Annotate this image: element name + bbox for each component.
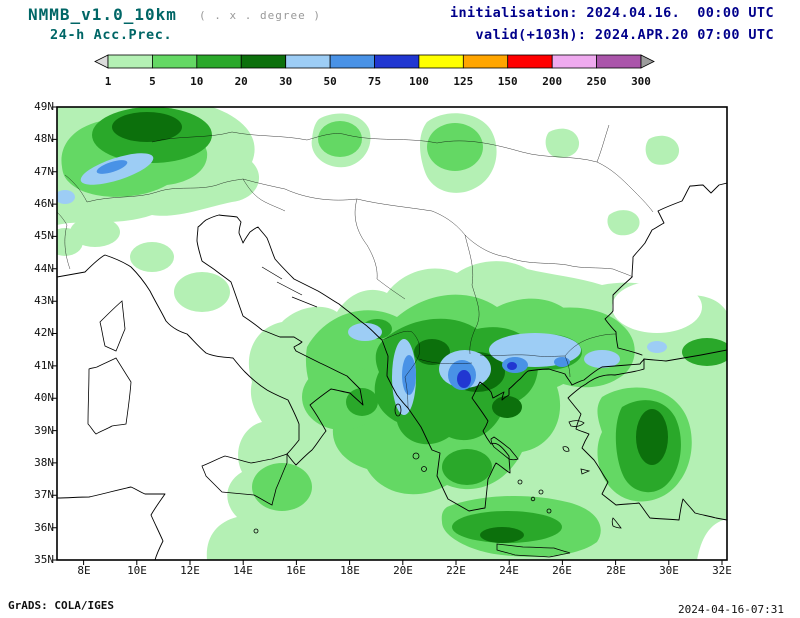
legend-tick-label: 1: [105, 75, 112, 88]
turkey-aegean-coastline: [567, 386, 727, 521]
x-axis-label: 16E: [286, 564, 306, 577]
dalmatian-islands: [261, 266, 318, 308]
x-axis-label: 22E: [446, 564, 466, 577]
sicily-island: [201, 453, 288, 506]
colorbar-legend: 1 5 10 20 30 50 75 100 125 150 200 250 3…: [94, 54, 655, 88]
y-axis-label: 44N: [34, 262, 54, 275]
x-axis-label: 30E: [659, 564, 679, 577]
legend-tick-label: 125: [453, 75, 473, 88]
y-axis-label: 45N: [34, 229, 54, 242]
legend-tick-label: 75: [368, 75, 381, 88]
product-title: 24-h Acc.Prec.: [50, 27, 173, 43]
legend-tick-label: 50: [323, 75, 336, 88]
marmara-south-shore: [580, 358, 645, 388]
colorbar-right-arrow: [640, 54, 655, 69]
lesbos-island: [568, 420, 585, 427]
y-axis-label: 35N: [34, 553, 54, 566]
italy-balkans-coastline: [57, 214, 727, 512]
x-axis-label: 26E: [552, 564, 572, 577]
y-axis-label: 36N: [34, 521, 54, 534]
x-axis-label: 24E: [499, 564, 519, 577]
creation-timestamp: 2024-04-16-07:31: [678, 603, 784, 616]
x-axis-label: 14E: [233, 564, 253, 577]
precip-level6-blobs: [96, 160, 570, 395]
legend-tick-label: 200: [542, 75, 562, 88]
y-axis-label: 49N: [34, 100, 54, 113]
legend-tick-label: 30: [279, 75, 292, 88]
legend-tick-label: 300: [631, 75, 651, 88]
y-axis-label: 43N: [34, 294, 54, 307]
x-axis-label: 32E: [712, 564, 732, 577]
y-axis-label: 47N: [34, 165, 54, 178]
x-axis-label: 8E: [77, 564, 91, 577]
y-axis-label: 38N: [34, 456, 54, 469]
coastlines: [57, 182, 727, 560]
legend-tick-label: 250: [587, 75, 607, 88]
y-axis-label: 46N: [34, 197, 54, 210]
precip-level4-blobs: [112, 112, 668, 543]
x-axis-ticks: [83, 560, 723, 565]
initialisation-text: initialisation: 2024.04.16. 00:00 UTC: [449, 5, 774, 21]
rhodes-island: [611, 517, 622, 529]
colorbar-left-arrow: [94, 54, 109, 69]
x-axis-label: 12E: [180, 564, 200, 577]
sardinia-island: [87, 357, 132, 435]
cyclades-islands: [517, 479, 552, 514]
resolution-note: ( . x . degree ): [199, 9, 321, 22]
precip-level7-blobs: [457, 362, 517, 388]
crete-island: [496, 543, 571, 558]
legend-tick-label: 20: [235, 75, 248, 88]
y-axis-label: 37N: [34, 488, 54, 501]
precipitation-map: [52, 106, 728, 565]
legend-tick-label: 5: [149, 75, 156, 88]
y-axis-label: 40N: [34, 391, 54, 404]
north-africa-coastline: [57, 486, 166, 560]
black-sea-west-coastline: [604, 182, 727, 356]
legend-tick-label: 100: [409, 75, 429, 88]
legend-tick-label: 150: [498, 75, 518, 88]
x-axis-label: 20E: [393, 564, 413, 577]
colorbar-boxes: [94, 54, 655, 69]
y-axis-ticks: [52, 106, 57, 561]
colorbar-tick-labels: 1 5 10 20 30 50 75 100 125 150 200 250 3…: [105, 75, 651, 88]
x-axis-label: 10E: [127, 564, 147, 577]
map-frame-and-ticks: [52, 106, 728, 565]
country-borders: [57, 124, 654, 409]
ionian-islands: [253, 403, 427, 534]
y-axis-label: 48N: [34, 132, 54, 145]
y-axis-label: 39N: [34, 424, 54, 437]
valid-time-text: valid(+103h): 2024.APR.20 07:00 UTC: [475, 27, 774, 43]
model-title: NMMB_v1.0_10km: [28, 5, 177, 24]
y-axis-label: 42N: [34, 326, 54, 339]
grads-credit-text: GrADS: COLA/IGES: [8, 599, 114, 612]
euboea-island: [490, 436, 519, 461]
y-axis-label: 41N: [34, 359, 54, 372]
x-axis-label: 28E: [606, 564, 626, 577]
legend-tick-label: 10: [190, 75, 203, 88]
corsica-island: [99, 300, 126, 352]
samos-island: [580, 468, 591, 475]
chios-island: [562, 446, 570, 452]
x-axis-label: 18E: [340, 564, 360, 577]
dry-area-holes: [612, 281, 727, 560]
